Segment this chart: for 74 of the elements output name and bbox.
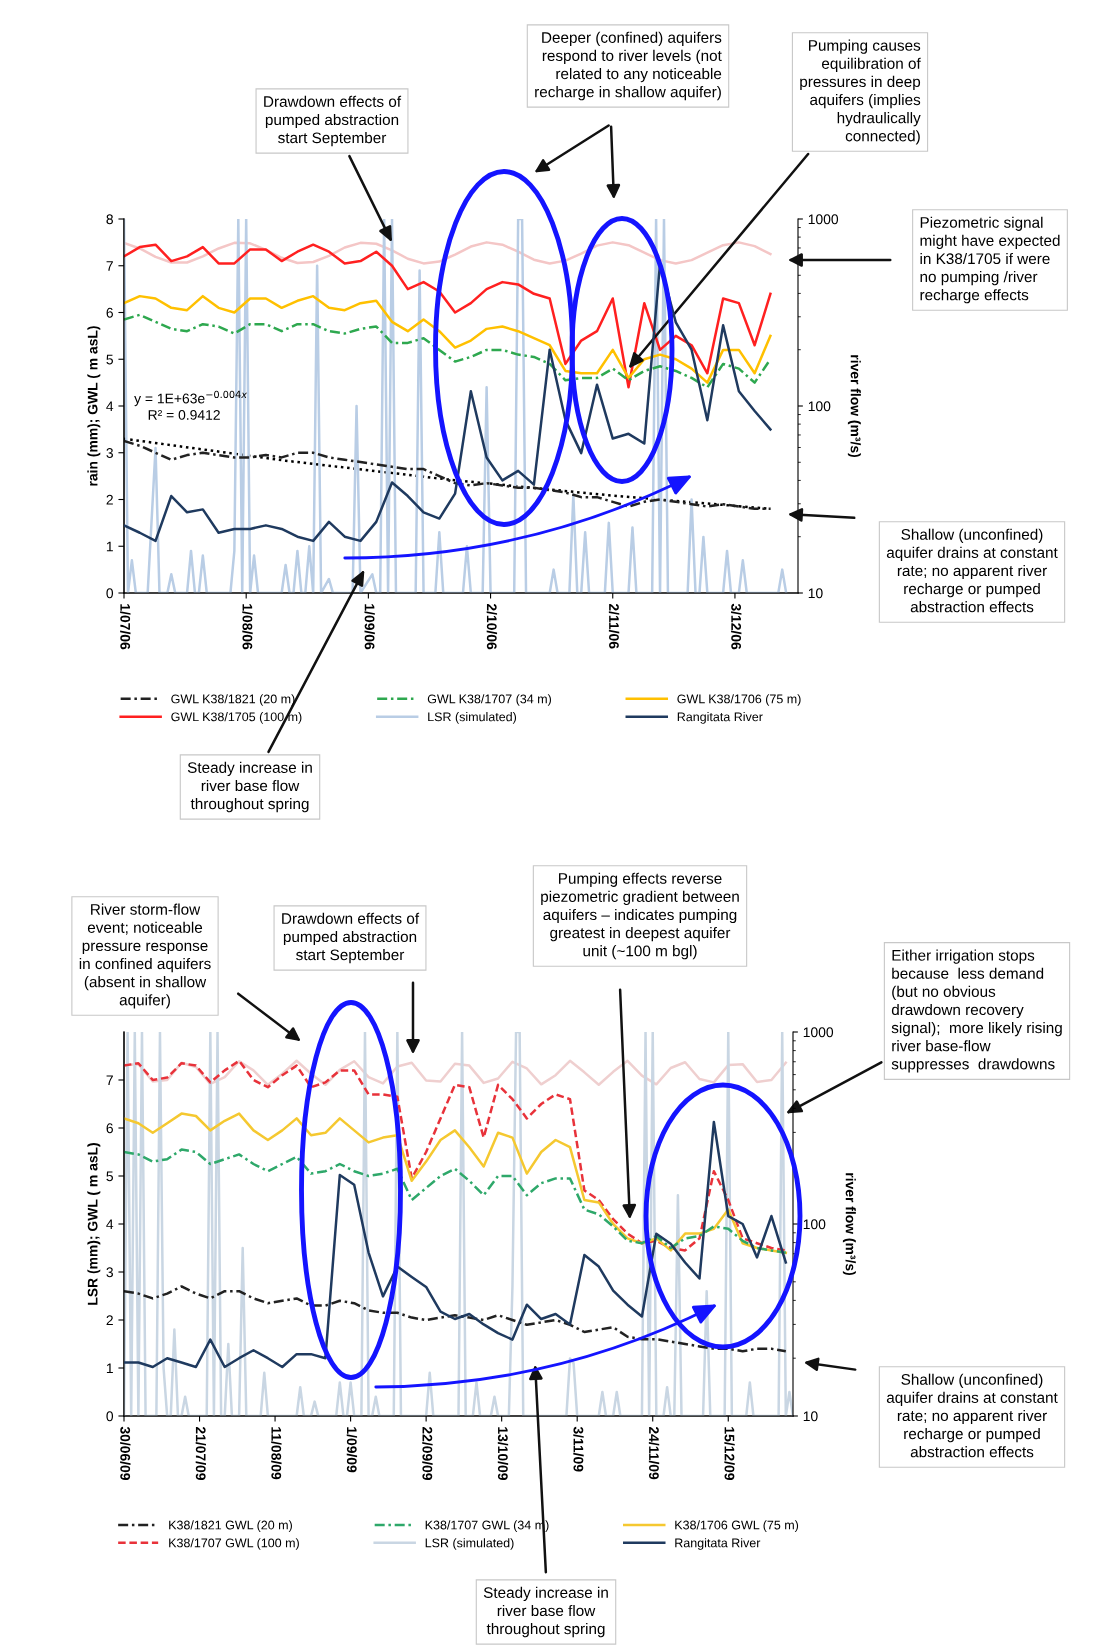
y-tick-label: 4 [106, 1219, 114, 1230]
y-tick-label: 1 [106, 541, 113, 552]
legend-label: LSR (simulated) [428, 712, 517, 724]
y2-tick-label: 10 [803, 1411, 818, 1422]
x-tick-label: 30/06/09 [120, 1426, 131, 1480]
y-tick-label: 6 [106, 1123, 113, 1134]
legend-label: Rangitata River [677, 712, 763, 724]
legend-label: K38/1706 GWL (75 m) [675, 1520, 799, 1532]
y-tick-label: 5 [106, 354, 113, 365]
x-tick-label: 1/07/06 [120, 604, 131, 650]
x-tick-label: 2/10/06 [486, 603, 498, 650]
annotation: Drawdown effects of pumped abstraction start September [264, 95, 402, 147]
legend-label: GWL K38/1707 (34 m) [427, 694, 551, 706]
text: Shallow (unconfined) aquifer drains at constant rate; no apparent river recharge or pumped abstraction effects [886, 1373, 1058, 1458]
y2-tick-label: 100 [803, 1219, 826, 1230]
y-tick-label: 2 [106, 1315, 113, 1326]
line-series [124, 294, 772, 384]
x-tick-label: 1/09/09 [346, 1427, 358, 1473]
text: Steady increase in river base flow throughout spring [483, 1586, 608, 1638]
legend-label: GWL K38/1706 (75 m) [677, 694, 801, 706]
line-series [124, 243, 772, 389]
y-axis-title: rain (mm); GWL ( m asL) [87, 326, 101, 486]
y-tick-label: 0 [106, 1411, 114, 1422]
legend-label: LSR (simulated) [425, 1538, 514, 1550]
legend-label: GWL K38/1705 (100 m) [171, 712, 302, 724]
legend-label: Rangitata River [675, 1538, 761, 1550]
annotation: y = 1E+63e$^{−0.004x}$ [134, 390, 248, 407]
y2-tick-label: 1000 [808, 214, 839, 225]
y-tick-label: 2 [106, 494, 113, 505]
y-tick-label: 7 [106, 261, 113, 271]
x-tick-label: 21/07/09 [195, 1426, 207, 1480]
x-tick-label: 3/11/09 [573, 1426, 584, 1472]
y-tick-label: 3 [106, 1267, 113, 1278]
x-tick-label: 22/09/09 [422, 1426, 433, 1480]
y2-tick-label: 1000 [803, 1027, 834, 1038]
text: Drawdown effects of pumped abstraction start September [282, 912, 420, 964]
text: River storm-flow event; noticeable pressure response in confined aquifers (absent in shallow aquifer) [79, 903, 211, 1009]
line-series [124, 1148, 788, 1255]
y2-axis-title: river flow (m³/s) [847, 355, 861, 458]
x-tick-label: 1/09/06 [364, 604, 375, 650]
y-axis-title: LSR (mm); GWL ( m asL) [87, 1143, 101, 1305]
y-tick-label: 3 [106, 448, 113, 458]
y-tick-label: 6 [106, 307, 113, 318]
line-series [124, 1120, 788, 1369]
y-tick-label: 7 [106, 1075, 113, 1086]
x-tick-label: 1/08/06 [242, 604, 253, 650]
annotation: Pumping causes equilibration of pressures in deep aquifers (implies hydraulically connected) [800, 39, 921, 145]
text: Pumping effects reverse piezometric gradient between aquifers – indicates pumping greatest in deepest aquifer unit (~100 m bgl) [541, 872, 739, 960]
y-tick-label: 4 [106, 401, 114, 412]
x-tick-label: 13/10/09 [497, 1427, 509, 1480]
text: Piezometric signal might have expected in K38/1705 if were no pumping /river recharge effects [920, 216, 1060, 304]
x-tick-label: 11/08/09 [271, 1427, 282, 1480]
x-tick-label: 3/12/06 [731, 603, 742, 650]
text: Shallow (unconfined) aquifer drains at constant rate; no apparent river recharge or pumped abstraction effects [886, 528, 1058, 613]
annotation: R² = 0.9412 [148, 409, 220, 420]
annotation: Either irrigation stops because less demand (but no obvious drawdown recovery signal); more likely rising river base-flow suppresses drawdowns [891, 949, 1062, 1073]
y-tick-label: 0 [106, 588, 114, 599]
line-series [124, 1285, 788, 1353]
text: Deeper (confined) aquifers respond to river levels (not related to any noticeable recharge in shallow aquifer) [535, 31, 722, 101]
x-tick-label: 24/11/09 [648, 1426, 660, 1480]
line-series [124, 313, 772, 389]
y2-tick-label: 10 [808, 588, 823, 599]
y-tick-label: 1 [106, 1363, 113, 1374]
y2-tick-label: 100 [808, 401, 831, 412]
annotation: Steady increase in river base flow throughout spring [187, 761, 312, 813]
legend-label: K38/1821 GWL (20 m) [169, 1520, 292, 1532]
y2-axis-title: river flow (m³/s) [842, 1173, 856, 1276]
legend-label: K38/1707 GWL (100 m) [169, 1538, 299, 1550]
legend-label: GWL K38/1821 (20 m) [171, 694, 295, 706]
y-tick-label: 8 [106, 214, 113, 225]
x-tick-label: 2/11/06 [608, 603, 620, 649]
x-tick-label: 15/12/09 [724, 1427, 735, 1480]
line-series [124, 1059, 788, 1252]
y-tick-label: 5 [106, 1171, 113, 1182]
